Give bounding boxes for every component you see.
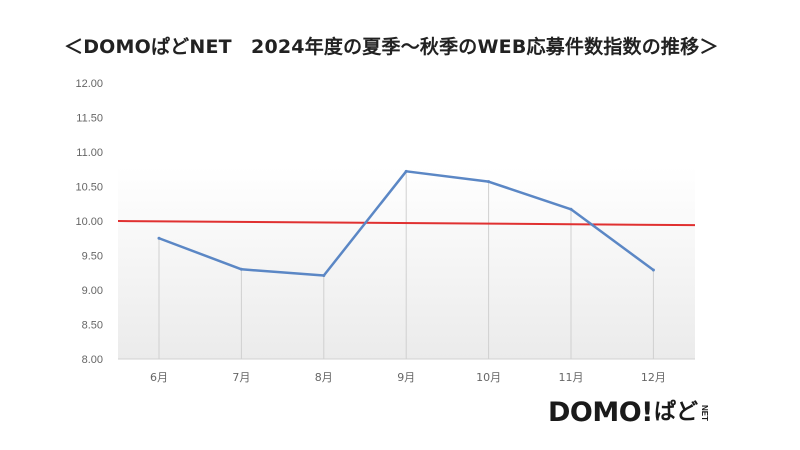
x-tick-label: 8月 — [315, 371, 333, 384]
y-tick-label: 8.00 — [82, 354, 103, 366]
x-tick-label: 7月 — [232, 371, 250, 384]
logo-net: NET — [700, 405, 710, 421]
x-tick-label: 11月 — [559, 371, 584, 384]
y-tick-label: 10.50 — [75, 182, 103, 194]
x-axis-ticks: 6月 7月 8月 9月 10月 11月 12月 — [150, 371, 666, 384]
gridlines — [118, 171, 695, 360]
y-tick-label: 11.50 — [76, 113, 103, 125]
data-point — [157, 236, 161, 240]
x-tick-label: 12月 — [641, 371, 666, 384]
logo-suffix: ぱど — [654, 400, 699, 425]
domo-pado-net-logo: DOMO! ぱど NET — [548, 396, 709, 430]
data-point — [569, 207, 573, 211]
x-tick-label: 10月 — [476, 371, 501, 384]
y-tick-label: 9.00 — [82, 285, 103, 297]
series-points — [157, 169, 655, 278]
y-tick-label: 12.00 — [75, 78, 103, 90]
data-point — [651, 268, 655, 272]
data-point — [487, 180, 491, 184]
x-tick-label: 6月 — [150, 371, 168, 384]
chart-title: ＜DOMOぱどNET 2024年度の夏季～秋季のWEB応募件数指数の推移＞ — [64, 36, 719, 58]
logo-word: DOMO! — [548, 397, 654, 428]
x-tick-label: 9月 — [397, 371, 415, 384]
y-tick-label: 10.00 — [75, 216, 103, 228]
y-tick-label: 8.50 — [82, 320, 103, 332]
y-axis-ticks: 8.00 8.50 9.00 9.50 10.00 10.50 11.00 11.50 12.0… — [75, 78, 103, 366]
reference-line — [117, 220, 696, 227]
data-point — [322, 274, 326, 278]
y-tick-label: 9.50 — [82, 251, 103, 263]
data-point — [404, 169, 408, 173]
data-point — [239, 267, 243, 271]
y-tick-label: 11.00 — [76, 147, 103, 159]
